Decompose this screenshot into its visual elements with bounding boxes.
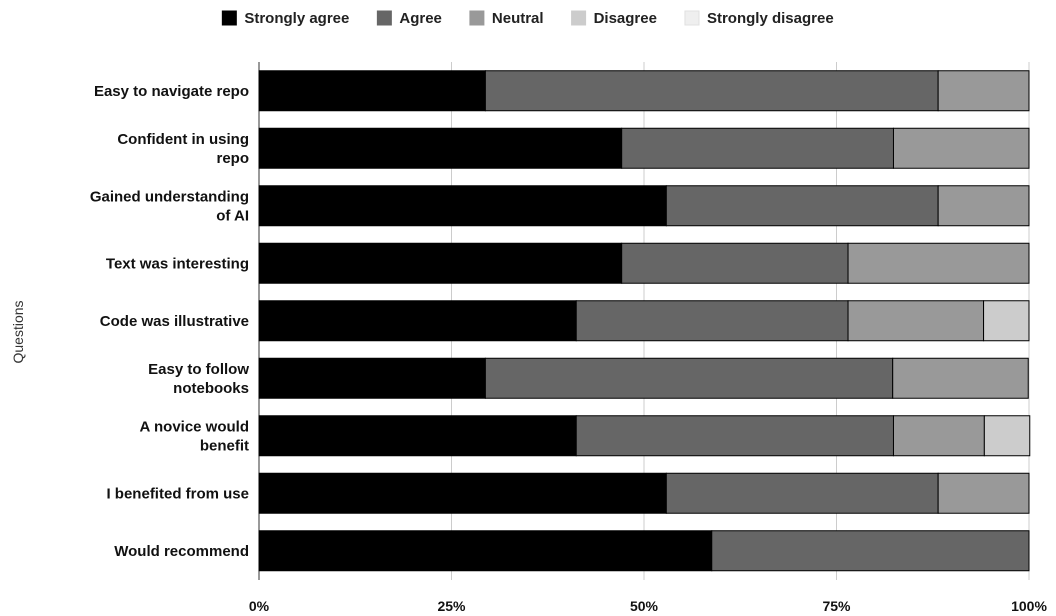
bar-segment: [258, 185, 667, 227]
legend-swatch: [469, 10, 485, 26]
legend-label: Neutral: [492, 10, 544, 27]
legend-swatch: [221, 10, 237, 26]
category-label: Easy to navigate repo: [94, 83, 249, 100]
x-tick-label: 100%: [1011, 598, 1047, 614]
bar-segment: [937, 70, 1030, 112]
legend-swatch: [571, 10, 587, 26]
bar-segment: [847, 300, 985, 342]
bar-segment: [258, 300, 577, 342]
legend-swatch: [376, 10, 392, 26]
bar-segment: [847, 242, 1030, 284]
bar-segment: [258, 127, 623, 169]
bar-segment: [983, 415, 1031, 457]
category-label: Code was illustrative: [100, 313, 249, 330]
x-tick-label: 0%: [249, 598, 270, 614]
bar-segment: [258, 530, 713, 572]
bar-segment: [258, 357, 486, 399]
legend-item: Strongly disagree: [684, 10, 834, 27]
legend-item: Neutral: [469, 10, 544, 27]
bar-segment: [665, 185, 939, 227]
x-tick-label: 50%: [630, 598, 659, 614]
bar-segment: [484, 70, 939, 112]
category-label: Easy to follow notebooks: [148, 361, 249, 397]
category-label: Confident in using repo: [117, 131, 249, 167]
category-label: A novice would benefit: [140, 418, 249, 454]
bar-segment: [258, 242, 623, 284]
bar-segment: [258, 415, 577, 457]
category-labels: Easy to navigate repo Confident in using r…: [90, 83, 250, 560]
category-label: I benefited from use: [106, 485, 249, 502]
bar-segment: [621, 242, 849, 284]
bar-segment: [892, 127, 1030, 169]
bar-segment: [892, 357, 1029, 399]
bar-segment: [937, 185, 1030, 227]
legend-label: Disagree: [594, 10, 657, 27]
category-label: Text was interesting: [106, 255, 249, 272]
bar-segment: [575, 415, 894, 457]
bar-segment: [575, 300, 849, 342]
bar-segment: [892, 415, 985, 457]
bar-segment: [937, 472, 1030, 514]
legend: Strongly agree Agree Neutral Disagree Strong…: [221, 10, 834, 27]
category-label: Would recommend: [114, 543, 249, 560]
x-tick-labels: 0% 25% 50% 75% 100%: [249, 598, 1048, 614]
bar-segment: [258, 472, 667, 514]
x-tick-label: 75%: [822, 598, 851, 614]
legend-item: Disagree: [571, 10, 657, 27]
legend-item: Strongly agree: [221, 10, 349, 27]
bar-segment: [665, 472, 939, 514]
legend-label: Strongly agree: [244, 10, 349, 27]
legend-item: Agree: [376, 10, 442, 27]
bar-segment: [484, 357, 894, 399]
legend-swatch: [684, 10, 700, 26]
y-axis-title: Questions: [10, 300, 26, 363]
category-label: Gained understanding of AI: [90, 188, 249, 224]
bar-segment: [983, 300, 1030, 342]
bar-segment: [711, 530, 1030, 572]
bar-segment: [621, 127, 894, 169]
bars: [258, 70, 1031, 572]
bar-segment: [258, 70, 486, 112]
legend-label: Strongly disagree: [707, 10, 834, 27]
x-tick-label: 25%: [437, 598, 466, 614]
legend-label: Agree: [399, 10, 442, 27]
